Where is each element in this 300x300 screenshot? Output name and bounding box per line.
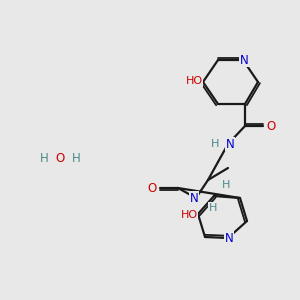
Text: HO: HO <box>185 76 203 86</box>
Text: O: O <box>147 182 157 194</box>
Text: N: N <box>240 53 248 67</box>
Text: N: N <box>225 232 233 244</box>
Text: H: H <box>72 152 80 164</box>
Text: N: N <box>190 191 198 205</box>
Text: H: H <box>222 180 230 190</box>
Text: H: H <box>209 203 217 213</box>
Text: H: H <box>40 152 48 164</box>
Text: N: N <box>226 137 234 151</box>
Text: O: O <box>266 119 276 133</box>
Text: HO: HO <box>180 210 198 220</box>
Text: H: H <box>211 139 219 149</box>
Text: O: O <box>56 152 64 164</box>
